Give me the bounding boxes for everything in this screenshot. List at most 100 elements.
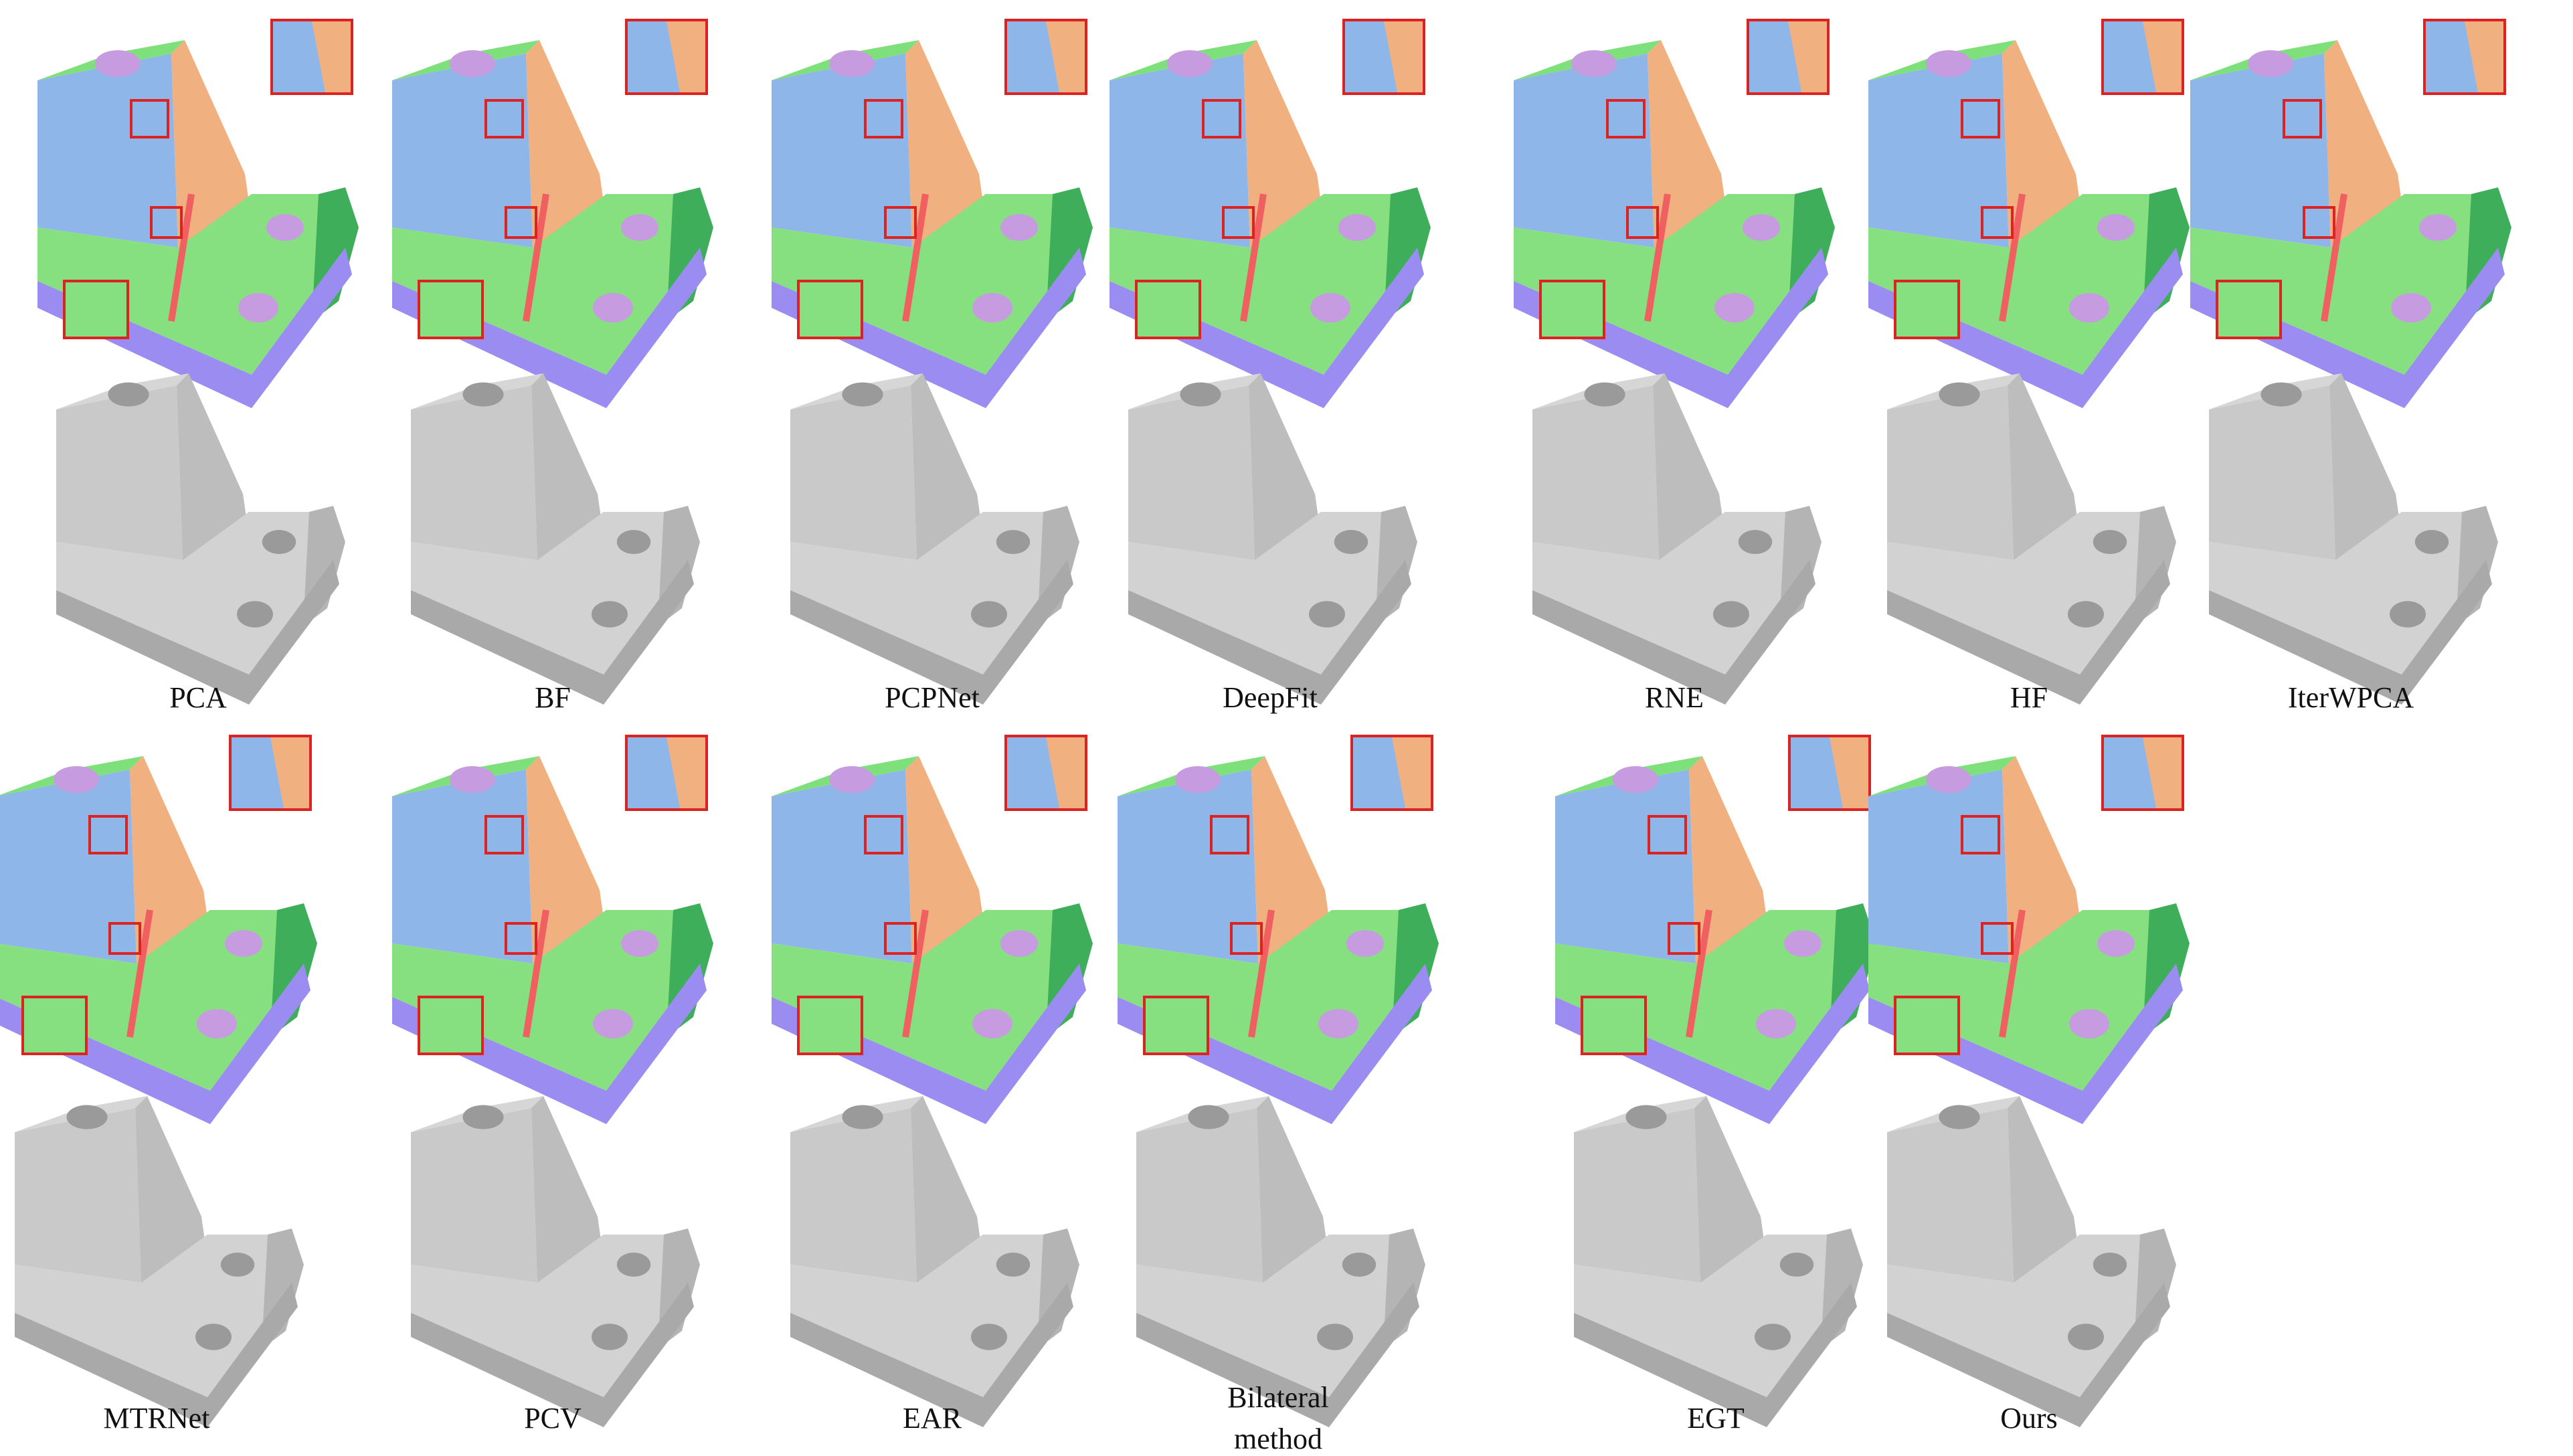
groove [523, 193, 549, 322]
hole [266, 214, 304, 241]
hole [220, 1253, 255, 1277]
zoom-box [1222, 206, 1255, 239]
plate-face [2190, 194, 2498, 375]
plate-face [15, 1235, 292, 1397]
left-face [37, 54, 178, 248]
base-face [2209, 560, 2492, 705]
base-face [1574, 1283, 1857, 1427]
hole [66, 1105, 108, 1129]
hole [1309, 601, 1345, 628]
groove [1999, 909, 2026, 1038]
zoom-box [884, 206, 917, 239]
groove [2321, 193, 2347, 322]
left-face [411, 1108, 537, 1283]
zoom-inset-part [270, 737, 309, 808]
hole [1939, 382, 1980, 407]
hole [971, 601, 1007, 628]
hole [1318, 1009, 1358, 1038]
method-label: EAR [903, 1402, 962, 1435]
hole [262, 530, 296, 554]
base-face [772, 248, 1086, 408]
normal-point-cloud [1118, 735, 1439, 1124]
plate-face [37, 194, 345, 375]
plate-face [411, 1235, 688, 1397]
normal-point-cloud [1514, 19, 1835, 408]
hole [108, 382, 149, 407]
left-face [411, 385, 537, 560]
base-face [1868, 248, 2183, 408]
surface-mesh [56, 373, 345, 705]
hole [1738, 530, 1773, 554]
groove [1644, 193, 1671, 322]
base-face [37, 248, 352, 408]
tower-face [911, 373, 983, 560]
hole [2097, 214, 2135, 241]
tower-face [2008, 373, 2080, 560]
surface-mesh [1532, 373, 1822, 705]
base-face [1514, 248, 1828, 408]
base-face [790, 560, 1073, 705]
plate-face [1887, 1235, 2164, 1397]
hole [593, 293, 633, 323]
base-face [772, 964, 1086, 1124]
base-face [411, 1283, 694, 1427]
left-face [1887, 1108, 2014, 1283]
zoom-box [1202, 99, 1241, 139]
base-face [1128, 560, 1411, 705]
method-label: IterWPCA [2287, 681, 2414, 715]
surface-mesh [790, 373, 1079, 705]
base-face [1136, 1283, 1419, 1427]
hole [1334, 530, 1368, 554]
surface-mesh [790, 1096, 1079, 1427]
method-label: HF [2010, 681, 2048, 715]
left-face [1118, 769, 1258, 964]
zoom-inset [797, 280, 863, 339]
left-face [1887, 385, 2014, 560]
hole [2069, 1009, 2109, 1038]
left-face [1868, 54, 2009, 248]
left-face [2190, 54, 2331, 248]
plate-face [411, 512, 688, 674]
method-label: PCPNet [885, 681, 980, 715]
zoom-inset-part [2143, 21, 2182, 92]
hole [829, 766, 875, 793]
zoom-box [505, 206, 537, 239]
zoom-box [484, 99, 524, 139]
hole [1743, 214, 1780, 241]
zoom-inset-part [2465, 21, 2503, 92]
plate-face [1574, 1235, 1851, 1397]
hole [1613, 766, 1658, 793]
groove [1686, 909, 1712, 1038]
zoom-box [1981, 206, 2014, 239]
hole [2391, 293, 2431, 323]
groove [1248, 909, 1275, 1038]
zoom-box [1606, 99, 1646, 139]
method-label: Ours [2000, 1402, 2058, 1435]
left-face [1110, 54, 1250, 248]
hole [1625, 1105, 1667, 1129]
left-face [1136, 1108, 1263, 1283]
plate-face [772, 910, 1079, 1091]
plate-face [790, 512, 1067, 674]
zoom-inset [418, 996, 484, 1055]
left-face [1868, 769, 2009, 964]
hole [972, 293, 1012, 323]
hole [1000, 214, 1038, 241]
tower-face [1257, 1096, 1329, 1283]
left-face [1574, 1108, 1700, 1283]
hole [971, 1324, 1007, 1350]
hole [2419, 214, 2457, 241]
left-face [0, 769, 137, 964]
hole [195, 1324, 232, 1350]
base-face [56, 560, 340, 705]
base-face [1887, 560, 2170, 705]
hole [829, 50, 875, 77]
zoom-inset [1894, 996, 1960, 1055]
zoom-box [150, 206, 183, 239]
hole [616, 1253, 651, 1277]
hole [462, 1105, 504, 1129]
plate-face [772, 194, 1079, 375]
zoom-inset [1135, 280, 1201, 339]
base-face [1555, 964, 1870, 1124]
